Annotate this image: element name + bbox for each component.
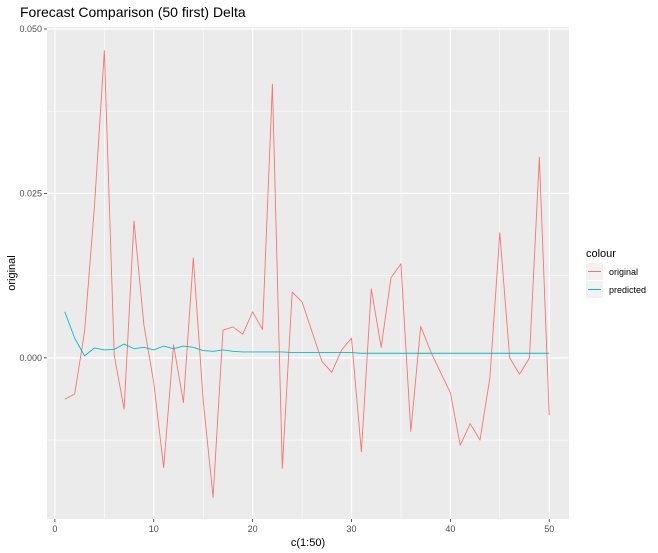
y-tick-label: 0.000 <box>19 353 42 363</box>
y-tick-label: 0.025 <box>19 188 42 198</box>
series-layer <box>64 50 550 498</box>
legend-label-original: original <box>609 267 638 277</box>
x-tick-label: 20 <box>248 524 258 534</box>
legend: colour original predicted <box>586 248 646 298</box>
axis-ticks: 0 10 20 30 40 50 0.000 0.025 0.050 <box>19 24 554 534</box>
x-tick-label: 50 <box>544 524 554 534</box>
plot-panel <box>47 27 569 519</box>
x-tick-label: 30 <box>346 524 356 534</box>
grid-lines <box>47 27 569 519</box>
x-tick-label: 40 <box>445 524 455 534</box>
x-axis-title: c(1:50) <box>291 537 325 549</box>
x-tick-label: 10 <box>149 524 159 534</box>
chart-title: Forecast Comparison (50 first) Delta <box>20 4 246 20</box>
legend-items: original predicted <box>586 263 646 298</box>
legend-title: colour <box>586 248 616 260</box>
y-tick-label: 0.050 <box>19 24 42 34</box>
y-axis-title: original <box>6 255 18 290</box>
legend-label-predicted: predicted <box>609 285 646 295</box>
series-line-original <box>64 50 550 498</box>
series-line-predicted <box>64 311 550 357</box>
x-tick-label: 0 <box>52 524 57 534</box>
